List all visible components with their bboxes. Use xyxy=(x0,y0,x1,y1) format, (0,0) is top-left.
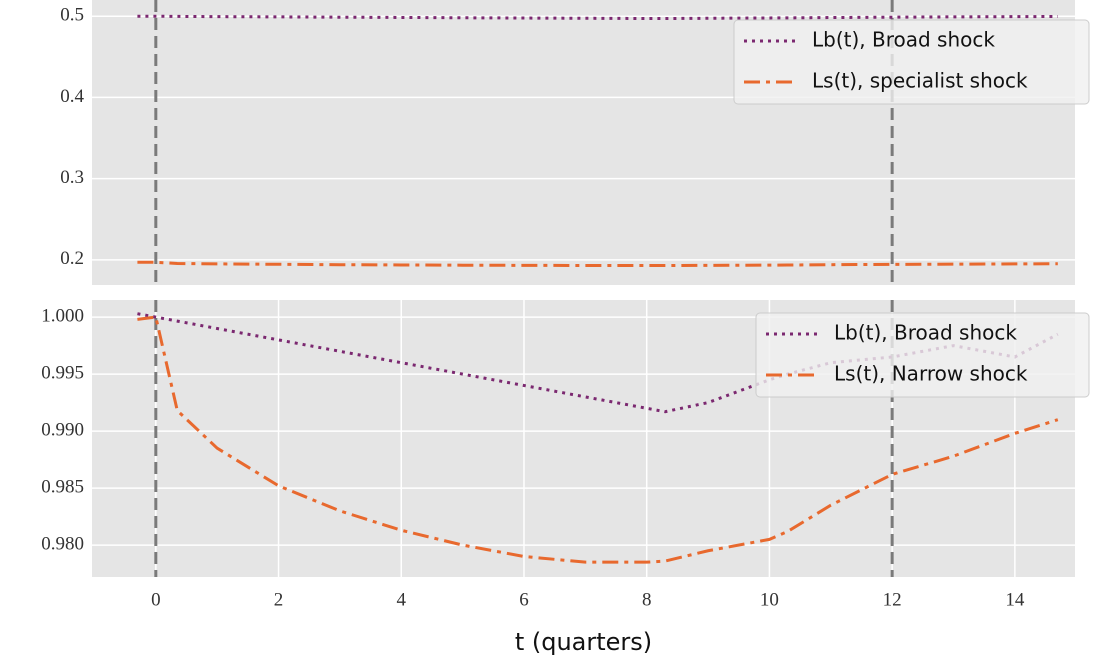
x-tick-label: 4 xyxy=(397,589,407,610)
x-axis-label: t (quarters) xyxy=(515,628,652,656)
x-tick-label: 14 xyxy=(1005,589,1025,610)
x-tick-label: 10 xyxy=(760,589,779,610)
x-tick-label: 0 xyxy=(151,589,161,610)
series-line xyxy=(137,260,1058,268)
y-tick-label: 0.4 xyxy=(60,86,84,107)
y-tick-label: 0.985 xyxy=(41,476,84,497)
legend-label: Ls(t), Narrow shock xyxy=(834,362,1028,386)
y-tick-label: 0.995 xyxy=(41,362,84,383)
y-tick-label: 0.5 xyxy=(60,5,84,26)
legend-label: Lb(t), Broad shock xyxy=(812,28,995,52)
legend-label: Ls(t), specialist shock xyxy=(812,69,1028,93)
series-line xyxy=(137,315,1059,564)
y-tick-label: 1.000 xyxy=(41,305,84,326)
legend-box xyxy=(733,19,1090,105)
y-tick-label: 0.2 xyxy=(60,248,84,269)
x-tick-label: 2 xyxy=(274,589,284,610)
series-line xyxy=(137,14,1058,21)
y-tick-label: 0.980 xyxy=(41,533,84,554)
panel: 0.2 0.3 0.4 0.5 Lb(t), Broad shock Ls(t), spe… xyxy=(60,0,1090,285)
x-tick-label: 6 xyxy=(519,589,529,610)
x-tick-label: 8 xyxy=(642,589,652,610)
panel: 0.980 0.985 0.990 0.995 1.000 0 2 4 6 8 10 12 14 t (q… xyxy=(41,300,1090,656)
y-tick-label: 0.3 xyxy=(60,167,84,188)
legend-box xyxy=(755,312,1090,398)
y-tick-label: 0.990 xyxy=(41,419,84,440)
legend-label: Lb(t), Broad shock xyxy=(834,321,1017,345)
x-tick-label: 12 xyxy=(883,589,902,610)
